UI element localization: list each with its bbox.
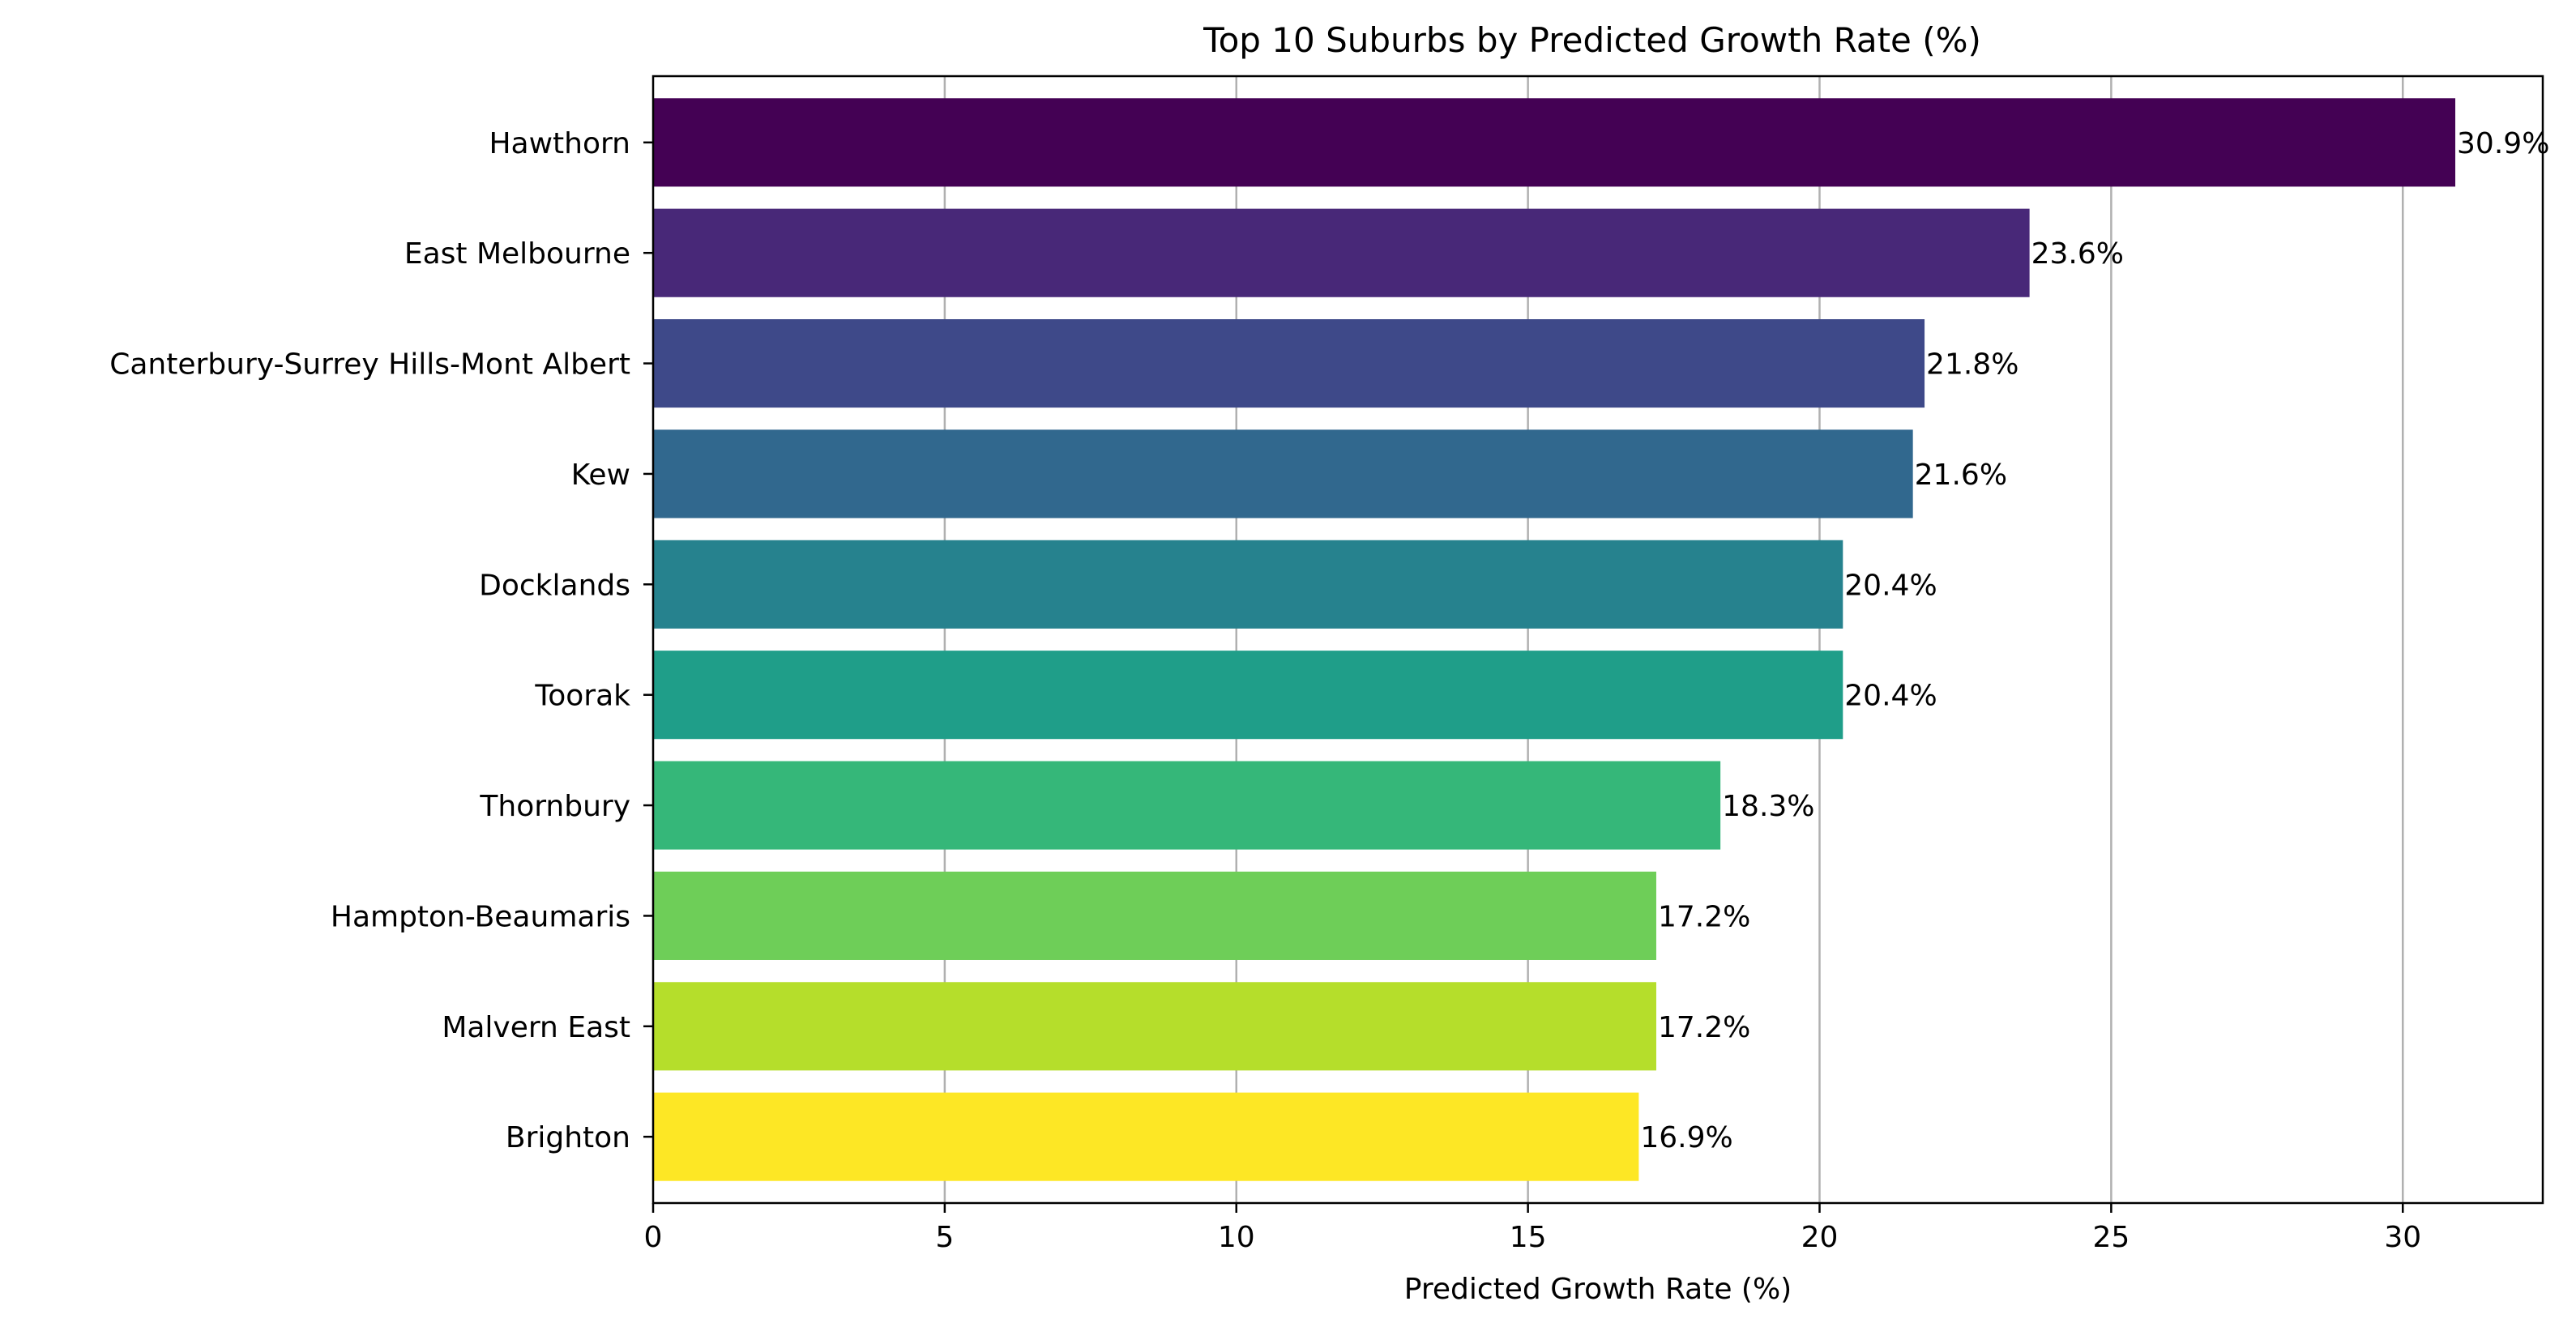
y-tick-label: East Melbourne	[404, 237, 630, 271]
data-label: 30.9%	[2457, 127, 2549, 160]
bar-kew	[653, 429, 1913, 518]
y-tick-label: Hampton-Beaumaris	[331, 900, 630, 933]
plot-frame	[651, 75, 2544, 1205]
y-axis: Hawthorn East Melbourne Canterbury-Surrey …	[109, 127, 653, 1154]
x-tick-label: 25	[2092, 1221, 2130, 1254]
x-tick-label: 30	[2384, 1221, 2421, 1254]
y-tick-label: Docklands	[479, 569, 630, 602]
y-tick-label: Toorak	[534, 680, 630, 713]
y-tick-label: Malvern East	[442, 1011, 630, 1044]
data-label: 16.9%	[1640, 1121, 1732, 1154]
bar-hawthorn	[653, 98, 2456, 187]
x-tick-label: 20	[1801, 1221, 1839, 1254]
y-tick-label: Canterbury-Surrey Hills-Mont Albert	[109, 348, 630, 382]
x-tick-label: 10	[1218, 1221, 1255, 1254]
bar-hampton-beaumaris	[653, 871, 1656, 960]
x-tick-label: 5	[935, 1221, 954, 1254]
bars	[653, 98, 2456, 1181]
data-label: 17.2%	[1658, 1011, 1750, 1044]
bar-canterbury-surrey-hills-mont-albert	[653, 319, 1925, 408]
data-label: 18.3%	[1722, 790, 1814, 823]
bar-toorak	[653, 651, 1843, 740]
x-axis: 0 5 10 15 20 25 30	[644, 1203, 2421, 1254]
x-tick-label: 15	[1510, 1221, 1547, 1254]
x-tick-label: 0	[644, 1221, 663, 1254]
data-label: 20.4%	[1844, 680, 1937, 713]
data-labels: 30.9% 23.6% 21.8% 21.6% 20.4% 20.4% 18.3% 17.2%…	[1640, 127, 2549, 1154]
chart-title: Top 10 Suburbs by Predicted Growth Rate …	[1203, 20, 1981, 60]
data-label: 20.4%	[1844, 569, 1937, 602]
bar-malvern-east	[653, 982, 1656, 1071]
data-label: 17.2%	[1658, 900, 1750, 933]
y-tick-label: Hawthorn	[489, 127, 630, 160]
bar-brighton	[653, 1092, 1639, 1181]
data-label: 21.6%	[1915, 459, 2007, 492]
bar-thornbury	[653, 761, 1721, 850]
data-label: 23.6%	[2031, 237, 2124, 271]
data-label: 21.8%	[1926, 348, 2019, 382]
x-axis-title: Predicted Growth Rate (%)	[1404, 1273, 1792, 1306]
y-tick-label: Brighton	[506, 1121, 630, 1154]
bar-docklands	[653, 540, 1843, 629]
bar-east-melbourne	[653, 208, 2030, 297]
y-tick-label: Thornbury	[479, 790, 630, 823]
y-tick-label: Kew	[571, 459, 630, 492]
